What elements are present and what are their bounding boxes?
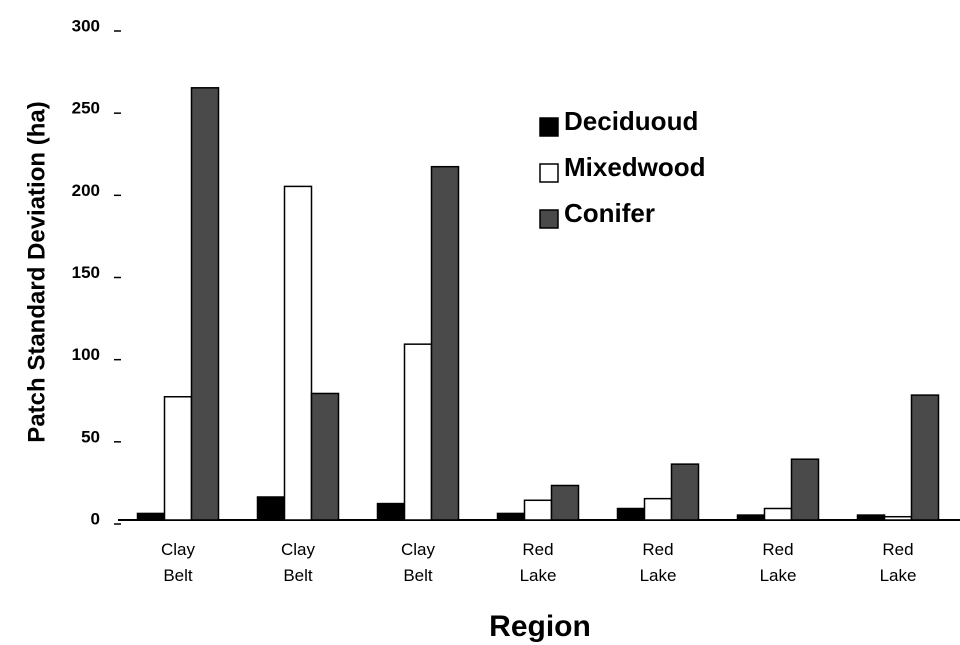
x-tick-label: Clay Belt xyxy=(280,540,315,585)
x-tick-label: Red Lake xyxy=(639,540,677,585)
bar xyxy=(616,507,646,521)
bar xyxy=(736,514,766,521)
y-tick-label: 250 xyxy=(72,99,100,118)
bar xyxy=(790,458,820,521)
bar xyxy=(496,512,526,521)
y-axis-label: Patch Standard Deviation (ha) xyxy=(23,101,50,442)
legend-label: Conifer xyxy=(564,198,655,228)
bar xyxy=(910,394,940,521)
x-tick-label: Clay Belt xyxy=(160,540,195,585)
bar xyxy=(670,463,700,521)
y-tick-label: 50 xyxy=(81,427,100,446)
bar xyxy=(136,512,166,521)
bar xyxy=(376,502,406,521)
bar xyxy=(523,499,553,521)
legend-label: Mixedwood xyxy=(564,152,706,182)
bar xyxy=(856,514,886,521)
legend-swatch xyxy=(539,209,559,229)
bar xyxy=(883,515,913,521)
legend-label: Deciduoud xyxy=(564,106,698,136)
y-tick-label: 200 xyxy=(72,181,100,200)
x-tick-label: Clay Belt xyxy=(400,540,435,585)
bar xyxy=(643,497,673,521)
y-tick-label: 300 xyxy=(72,16,100,35)
bar xyxy=(283,185,313,521)
y-tick-label: 150 xyxy=(72,263,100,282)
y-tick-label: 0 xyxy=(91,509,100,528)
bar xyxy=(310,392,340,521)
x-tick-label: Red Lake xyxy=(879,540,917,585)
x-tick-label: Red Lake xyxy=(519,540,557,585)
bar xyxy=(403,343,433,521)
legend-swatch xyxy=(539,163,559,183)
legend-swatch xyxy=(539,117,559,137)
bar xyxy=(763,507,793,521)
bar xyxy=(163,396,193,521)
x-tick-label: Red Lake xyxy=(759,540,797,585)
bar xyxy=(190,87,220,521)
bar xyxy=(256,496,286,521)
x-axis-label: Region xyxy=(489,610,591,643)
bar xyxy=(430,165,460,521)
bar xyxy=(550,484,580,521)
y-tick-label: 100 xyxy=(72,345,100,364)
